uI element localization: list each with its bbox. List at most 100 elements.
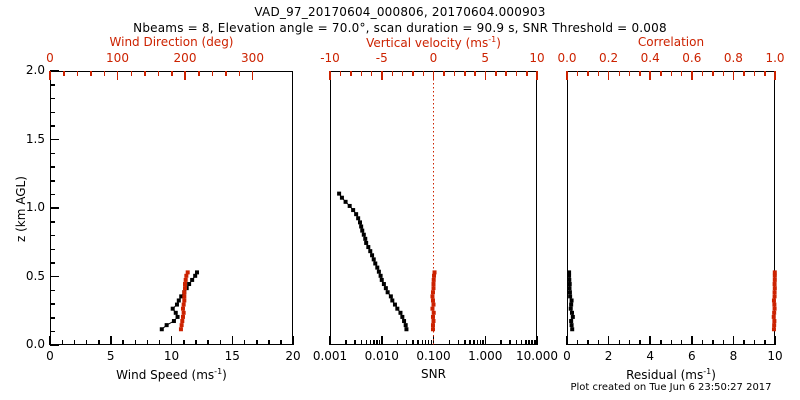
x-minor-tick xyxy=(268,340,270,345)
x-tick-label: 6 xyxy=(687,349,696,363)
x-minor-tick xyxy=(534,340,536,345)
x-minor-tick xyxy=(412,340,414,345)
x-major-tick xyxy=(566,71,568,80)
x-major-tick xyxy=(732,71,735,80)
x-minor-tick xyxy=(130,71,132,76)
x-major-tick xyxy=(49,336,51,345)
x-major-tick xyxy=(484,336,486,345)
x-tick-label: 5 xyxy=(106,349,115,363)
x-minor-tick xyxy=(576,71,579,76)
x-minor-tick xyxy=(443,71,445,76)
x-minor-tick xyxy=(469,340,471,345)
x-tick-label: 2 xyxy=(604,349,613,363)
x-minor-tick xyxy=(764,340,766,345)
x-tick-label: 5 xyxy=(481,51,490,65)
x-minor-tick xyxy=(526,71,528,76)
x-minor-tick xyxy=(639,71,641,76)
x-minor-tick xyxy=(370,71,373,76)
y-minor-tick xyxy=(50,193,55,196)
y-tick-label: 1.5 xyxy=(25,131,45,146)
y-major-tick xyxy=(50,275,59,278)
x-major-tick xyxy=(170,336,173,345)
x-minor-tick xyxy=(405,340,408,345)
x-minor-tick xyxy=(628,71,631,76)
x-minor-tick xyxy=(505,71,507,76)
x-minor-tick xyxy=(219,340,222,345)
x-minor-tick xyxy=(587,71,589,76)
x-tick-label: 10.000 xyxy=(516,349,558,363)
x-tick-label: 0 xyxy=(46,51,54,65)
axis-title-correlation: Correlation xyxy=(637,35,705,49)
y-minor-tick xyxy=(50,125,55,127)
x-minor-tick xyxy=(373,340,375,345)
x-major-tick xyxy=(184,71,186,80)
x-minor-tick xyxy=(63,71,65,76)
plot-created-timestamp: Plot created on Tue Jun 6 23:50:27 2017 xyxy=(570,382,772,393)
x-tick-label: -10 xyxy=(320,51,340,65)
x-minor-tick xyxy=(474,71,476,76)
x-minor-tick xyxy=(701,71,704,76)
x-minor-tick xyxy=(417,340,419,345)
x-tick-label: 4 xyxy=(646,349,655,363)
x-minor-tick xyxy=(391,71,394,76)
y-tick-label: 0.0 xyxy=(25,337,45,351)
x-minor-tick xyxy=(225,71,227,76)
scan-parameters-subtitle: Nbeams = 8, Elevation angle = 70.0°, sca… xyxy=(133,21,667,35)
x-minor-tick xyxy=(479,340,482,345)
y-major-tick xyxy=(50,207,59,209)
axis-title-residual-exponent: -1 xyxy=(703,367,712,376)
x-tick-label: 0.001 xyxy=(312,349,348,363)
y-minor-tick xyxy=(50,180,55,182)
y-minor-tick xyxy=(50,248,55,251)
x-major-tick xyxy=(774,71,776,80)
x-minor-tick xyxy=(61,340,64,345)
x-minor-tick xyxy=(360,71,363,76)
x-minor-tick xyxy=(354,340,356,345)
x-minor-tick xyxy=(515,340,518,345)
x-tick-label: 20 xyxy=(285,349,301,363)
x-minor-tick xyxy=(207,340,209,345)
x-minor-tick xyxy=(243,340,246,345)
x-tick-label: 10 xyxy=(767,349,783,363)
x-minor-tick xyxy=(670,71,672,76)
x-minor-tick xyxy=(171,71,173,76)
x-minor-tick xyxy=(457,340,460,345)
x-tick-label: 0.0 xyxy=(557,51,577,65)
x-tick-label: 0 xyxy=(46,349,54,363)
axis-title-wind-speed: Wind Speed (ms-1) xyxy=(116,367,227,382)
x-minor-tick xyxy=(660,340,662,345)
y-major-tick xyxy=(50,344,59,346)
x-minor-tick xyxy=(587,340,589,345)
x-major-tick xyxy=(484,71,486,80)
x-minor-tick xyxy=(495,71,497,76)
y-minor-tick xyxy=(50,84,55,86)
axis-title-residual-main: Residual (ms xyxy=(626,368,704,382)
x-minor-tick xyxy=(85,340,88,345)
x-tick-label: 0.8 xyxy=(723,51,743,65)
x-major-tick xyxy=(691,336,693,345)
axis-title-residual: Residual (ms-1) xyxy=(626,367,716,382)
x-tick-label: 15 xyxy=(224,349,240,363)
x-minor-tick xyxy=(369,340,372,345)
axis-title-wind-speed-tail: ) xyxy=(222,368,227,382)
x-minor-tick xyxy=(365,340,368,345)
x-minor-tick xyxy=(144,71,146,76)
y-tick-label: 1.0 xyxy=(25,200,45,214)
x-tick-label: 0.2 xyxy=(599,51,619,65)
axis-title-vertical-velocity-main: Vertical velocity (ms xyxy=(366,36,489,50)
x-minor-tick xyxy=(339,71,342,76)
x-minor-tick xyxy=(618,71,620,76)
x-minor-tick xyxy=(401,71,404,76)
x-major-tick xyxy=(381,336,383,345)
y-tick-label: 0.5 xyxy=(25,268,45,283)
x-minor-tick xyxy=(378,340,381,345)
x-minor-tick xyxy=(712,71,714,76)
x-major-tick xyxy=(49,71,51,80)
x-tick-label: 0 xyxy=(563,349,571,363)
x-minor-tick xyxy=(76,71,78,76)
x-minor-tick xyxy=(157,71,159,76)
x-minor-tick xyxy=(576,340,579,345)
x-minor-tick xyxy=(743,71,745,76)
